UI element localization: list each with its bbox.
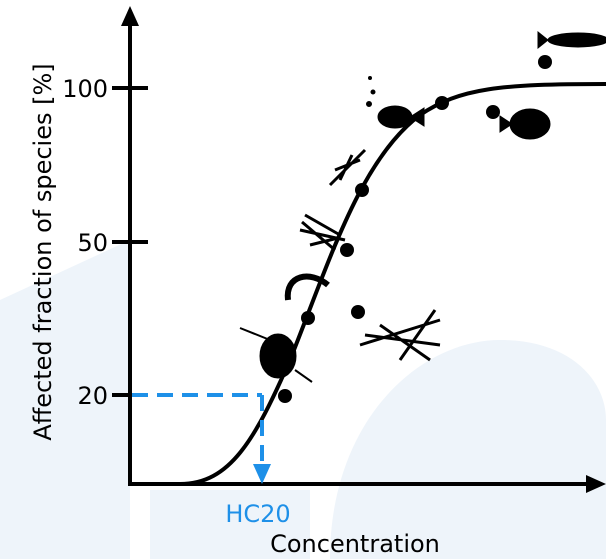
ssd-curve <box>179 82 606 486</box>
x-arrow <box>586 475 606 493</box>
y-tick-label: 20 <box>77 382 108 410</box>
hc20-label: HC20 <box>225 500 290 528</box>
y-tick-label: 50 <box>77 229 108 257</box>
species-points <box>278 55 552 403</box>
y-tick-label: 100 <box>62 75 108 103</box>
y-arrow <box>121 6 139 26</box>
organism-icons <box>239 30 606 383</box>
x-axis-label: Concentration <box>270 530 440 558</box>
hc20-guide <box>132 393 264 466</box>
y-axis-label: Affected fraction of species [%] <box>29 63 57 440</box>
background <box>0 240 606 559</box>
hc20-arrow <box>253 464 271 484</box>
